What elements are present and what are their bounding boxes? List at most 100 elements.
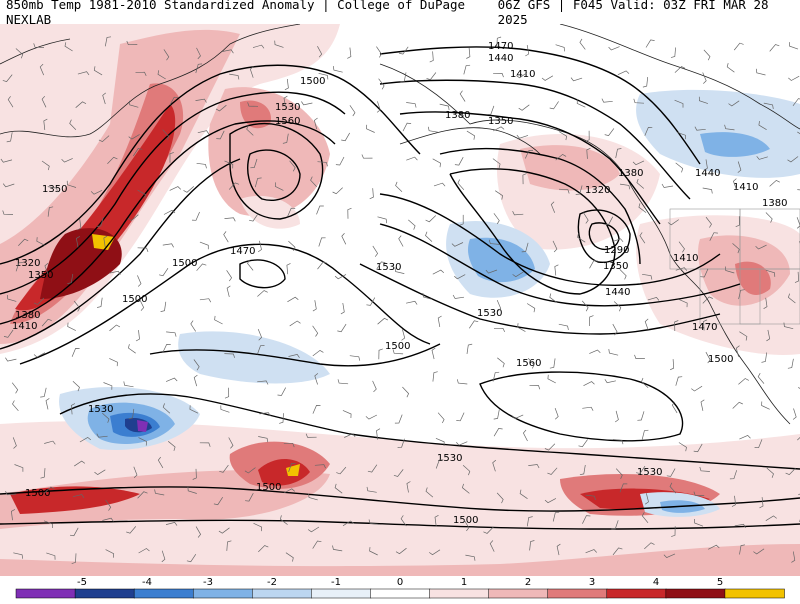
contour-label: 1470 (692, 322, 717, 333)
wind-barb (73, 381, 80, 391)
wind-barb (337, 324, 346, 332)
colorbar-swatch (16, 589, 76, 598)
colorbar-swatch (252, 589, 312, 598)
wind-barb (395, 415, 402, 424)
wind-barb (671, 48, 676, 58)
wind-barb (523, 430, 527, 441)
wind-barb (758, 373, 764, 383)
wind-barb (497, 358, 504, 368)
wind-barb (161, 302, 166, 312)
colorbar-tick-label: -3 (203, 577, 213, 588)
wind-barb (197, 163, 207, 168)
wind-barb (159, 268, 168, 276)
wind-barb (170, 187, 181, 191)
wind-barb (336, 157, 344, 165)
wind-barb (555, 408, 558, 419)
wind-barb (399, 236, 403, 247)
contour-label: 1530 (437, 453, 462, 464)
wind-barb (733, 402, 743, 408)
wind-barb (200, 242, 208, 249)
wind-barb (403, 123, 411, 131)
wind-barb (614, 302, 621, 312)
wind-barb (756, 69, 765, 75)
wind-barb (460, 91, 465, 102)
wind-barb (257, 291, 267, 297)
wind-barb (433, 159, 441, 167)
wind-barb (635, 355, 645, 359)
wind-barb (464, 65, 470, 74)
wind-barb (789, 42, 798, 49)
contour-label: 1350 (603, 261, 628, 272)
wind-barb (373, 381, 377, 392)
wind-barb (670, 359, 674, 370)
wind-barb (676, 163, 683, 173)
wind-barb (402, 329, 405, 340)
wind-barb (530, 385, 540, 389)
wind-barb (738, 379, 748, 385)
map-header: 850mb Temp 1981-2010 Standardized Anomal… (0, 0, 800, 24)
wind-barb (676, 377, 682, 386)
wind-barb (408, 220, 415, 230)
colorbar-tick-label: -4 (142, 577, 152, 588)
wind-barb (128, 344, 135, 353)
wind-barb (455, 157, 463, 165)
colorbar-tick-label: -5 (77, 577, 87, 588)
wind-barb (589, 350, 600, 354)
wind-barb (556, 45, 565, 52)
colorbar-tick-label: 0 (397, 577, 403, 588)
wind-barb (453, 295, 464, 299)
wind-barb (362, 155, 373, 159)
wind-barb (166, 378, 177, 382)
wind-barb (430, 51, 434, 62)
wind-barb (646, 40, 655, 48)
wind-barb (550, 358, 555, 368)
header-title: 850mb Temp 1981-2010 Standardized Anomal… (6, 0, 498, 27)
colorbar-swatch (666, 589, 726, 598)
wind-barb (225, 388, 229, 399)
wind-barb (370, 188, 374, 199)
contour-label: 1530 (88, 404, 113, 415)
map-panel[interactable]: 1500 1530 1560 1350 1470 1440 1410 1380 … (0, 24, 800, 576)
colorbar-tick-label: 2 (525, 577, 531, 588)
wind-barb (396, 182, 402, 192)
wind-barb (379, 349, 383, 359)
wind-barb (109, 358, 117, 366)
wind-barb (788, 359, 794, 369)
wind-barb (366, 298, 374, 306)
wind-barb (433, 372, 438, 382)
wind-barb (317, 206, 324, 214)
wind-barb (46, 398, 49, 409)
wind-barb (333, 188, 343, 194)
wind-barb (225, 218, 236, 222)
wind-barb (248, 260, 254, 271)
colorbar-swatch (548, 589, 608, 598)
contour-label: 1560 (516, 358, 541, 369)
wind-barb (433, 270, 444, 274)
wind-barb (493, 73, 503, 77)
contour-label: 1290 (604, 245, 629, 256)
map-canvas: 1500 1530 1560 1350 1470 1440 1410 1380 … (0, 24, 800, 576)
wind-barb (290, 321, 301, 326)
wind-barb (166, 332, 176, 337)
wind-barb (194, 375, 197, 386)
wind-barb (643, 77, 648, 87)
contour-label: 1410 (12, 321, 37, 332)
wind-barb (97, 298, 102, 308)
contour-label: 1410 (673, 253, 698, 264)
contour-label: 1500 (122, 294, 147, 305)
wind-barb (466, 48, 470, 59)
wind-barb (5, 358, 16, 361)
wind-barb (110, 325, 120, 331)
contour-label: 1500 (256, 482, 281, 493)
wind-barb (609, 349, 618, 355)
wind-barb (579, 439, 588, 446)
wind-barb (137, 275, 141, 286)
wind-barb (582, 407, 593, 411)
contour-label: 1500 (453, 515, 478, 526)
wind-barb (197, 264, 207, 271)
colorbar-tick-label: 4 (653, 577, 659, 588)
wind-barb (376, 47, 381, 58)
wind-barb (285, 79, 289, 90)
wind-barb (278, 388, 286, 396)
contour-label: 1380 (15, 310, 40, 321)
